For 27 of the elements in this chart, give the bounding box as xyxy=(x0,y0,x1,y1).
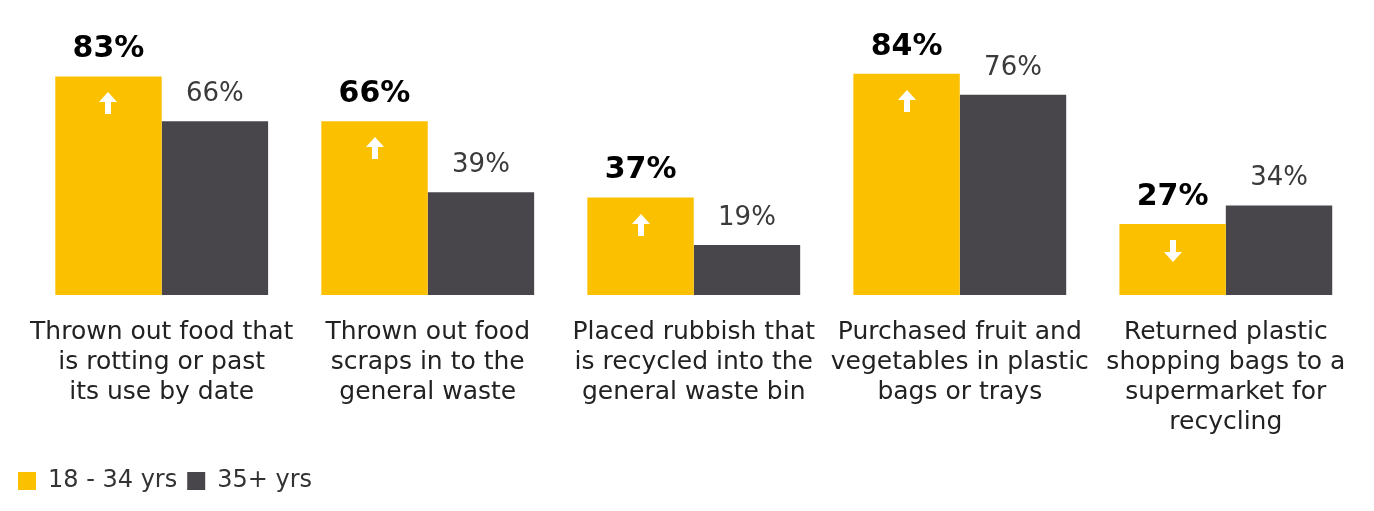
data-label: 19% xyxy=(718,200,776,231)
bar xyxy=(321,121,428,295)
bar xyxy=(959,94,1067,295)
data-label: 34% xyxy=(1250,161,1308,192)
data-label: 27% xyxy=(1136,176,1209,212)
data-label: 83% xyxy=(72,29,145,65)
data-label: 76% xyxy=(984,50,1042,81)
x-tick-label: Thrown out food scraps in to the general waste xyxy=(324,315,530,405)
bar xyxy=(1225,205,1333,295)
x-tick-label: Returned plastic shopping bags to a supermarket for recycling xyxy=(1106,315,1346,435)
legend-label: 35+ yrs xyxy=(217,465,313,494)
bar xyxy=(55,76,162,295)
bar xyxy=(853,73,960,295)
bar xyxy=(427,192,535,295)
data-label: 66% xyxy=(186,76,244,107)
bar xyxy=(693,244,801,295)
data-label: 66% xyxy=(338,74,411,109)
data-label: 39% xyxy=(452,148,510,179)
x-tick-label: Placed rubbish that is recycled into the general waste bin xyxy=(572,315,816,405)
data-label: 37% xyxy=(604,150,677,186)
data-label: 84% xyxy=(870,26,943,62)
legend-label: 18 - 34 yrs xyxy=(48,465,178,494)
bar xyxy=(161,121,269,295)
x-tick-label: Thrown out food that is rotting or past its use by date xyxy=(29,315,294,405)
x-tick-label: Purchased fruit and vegetables in plastic bags or trays xyxy=(830,315,1089,405)
bar xyxy=(1119,223,1226,295)
bar xyxy=(587,197,694,295)
